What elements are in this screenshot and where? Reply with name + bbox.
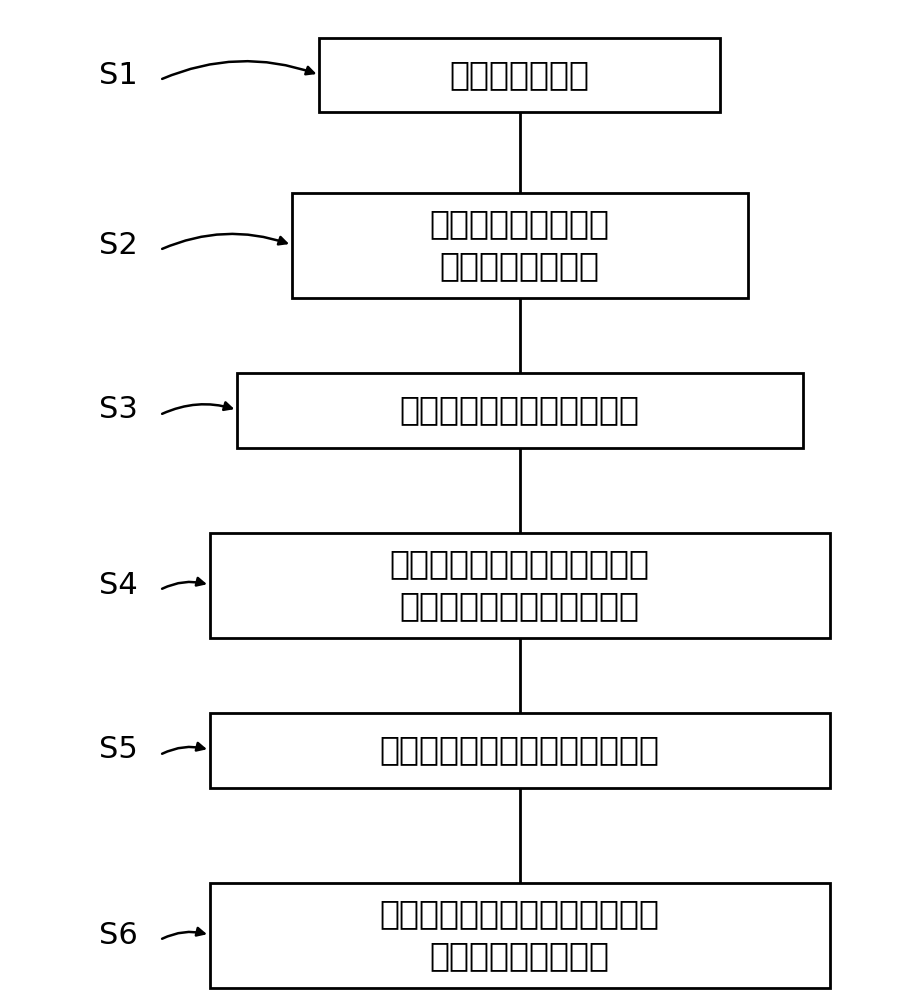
Text: S6: S6 — [99, 920, 138, 950]
Text: S3: S3 — [99, 395, 138, 424]
FancyBboxPatch shape — [319, 37, 720, 112]
Text: 选取多相机系统: 选取多相机系统 — [449, 58, 589, 92]
Text: S5: S5 — [99, 736, 138, 764]
Text: 对所述多相机系统进行标定: 对所述多相机系统进行标定 — [399, 393, 640, 426]
Text: 建立所述多相机系统
的内外参数的模型: 建立所述多相机系统 的内外参数的模型 — [429, 207, 609, 283]
Text: S2: S2 — [99, 231, 138, 259]
FancyBboxPatch shape — [292, 192, 747, 298]
Text: S4: S4 — [99, 570, 138, 599]
Text: 利用所述管件的三维模型进行所
述弯管机的尺寸矫正: 利用所述管件的三维模型进行所 述弯管机的尺寸矫正 — [379, 897, 660, 973]
FancyBboxPatch shape — [210, 882, 829, 988]
Text: 利用标定后的多相机系统捕获
管件图像，拟合出种子圆柱: 利用标定后的多相机系统捕获 管件图像，拟合出种子圆柱 — [389, 547, 650, 623]
Text: S1: S1 — [99, 60, 138, 90]
FancyBboxPatch shape — [210, 712, 829, 788]
FancyBboxPatch shape — [237, 372, 802, 448]
Text: 检索并重建所述管件的三维模型: 检索并重建所述管件的三维模型 — [379, 734, 660, 766]
FancyBboxPatch shape — [210, 532, 829, 638]
